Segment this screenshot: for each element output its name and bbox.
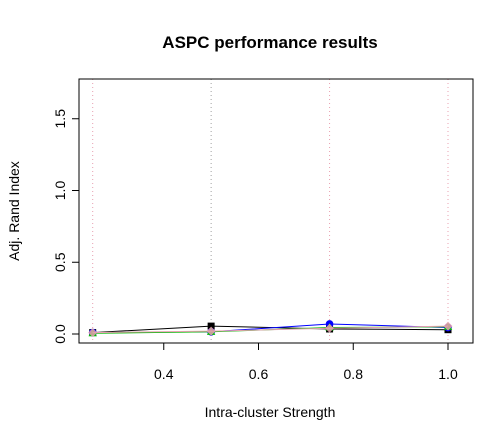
y-axis-label: Adj. Rand Index <box>6 161 22 261</box>
y-tick-label: 1.0 <box>52 181 68 201</box>
x-tick-label: 0.8 <box>344 366 364 382</box>
data-point <box>88 328 98 338</box>
vertical-guides <box>92 79 449 343</box>
plot-frame <box>78 78 474 344</box>
y-tick-label: 0.0 <box>52 324 68 344</box>
y-axis: 0.0 0.5 1.0 1.5 <box>52 109 79 344</box>
y-tick-label: 1.5 <box>52 109 68 129</box>
x-axis-label: Intra-cluster Strength <box>205 404 336 420</box>
chart-title: ASPC performance results <box>162 33 377 52</box>
series-group <box>88 320 453 338</box>
series-line-4 <box>92 325 449 334</box>
x-tick-label: 0.4 <box>154 366 174 382</box>
data-point <box>207 322 215 330</box>
x-axis: 0.4 0.6 0.8 1.0 <box>154 343 458 382</box>
series-line-2 <box>92 323 449 334</box>
data-point <box>325 323 335 333</box>
data-point <box>206 326 216 336</box>
y-tick-label: 0.5 <box>52 252 68 272</box>
x-tick-label: 0.6 <box>249 366 269 382</box>
data-point <box>443 321 453 331</box>
x-tick-label: 1.0 <box>438 366 458 382</box>
